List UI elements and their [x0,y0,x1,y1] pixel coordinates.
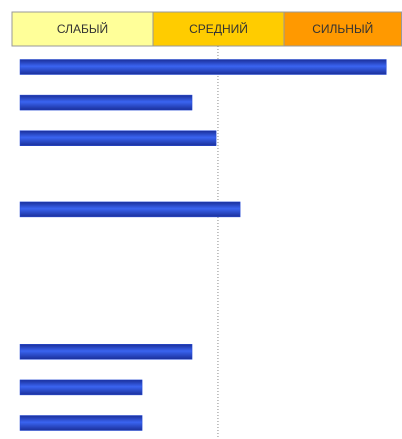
bar [19,59,387,75]
bar [19,379,143,396]
bar [19,130,217,146]
band-header [11,11,154,47]
bar [19,344,193,360]
bar [19,415,143,431]
band-header [283,11,402,47]
band-header [152,11,285,47]
bar [19,94,193,111]
band-label: СРЕДНИЙ [189,21,248,36]
band-label: СЛАБЫЙ [57,21,108,36]
bar [19,201,241,218]
band-label: СИЛЬНЫЙ [312,21,373,36]
